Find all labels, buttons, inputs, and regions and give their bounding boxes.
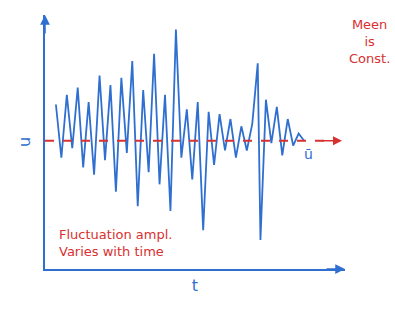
svg-text:MeenisConst.: MeenisConst. xyxy=(349,17,390,66)
svg-text:Fluctuation ampl.Varies with t: Fluctuation ampl.Varies with time xyxy=(59,227,172,259)
svg-text:t: t xyxy=(192,276,198,295)
svg-text:u: u xyxy=(15,137,34,147)
svg-text:ū: ū xyxy=(304,146,313,162)
